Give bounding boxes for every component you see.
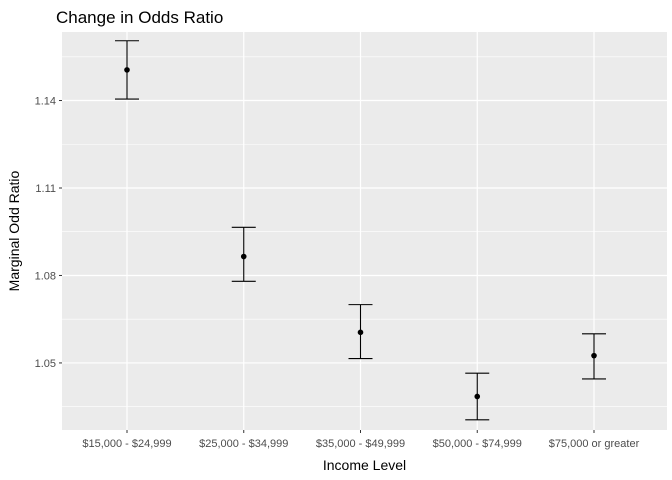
data-point [240, 253, 247, 260]
x-tick-label: $50,000 - $74,999 [433, 438, 522, 450]
data-point [357, 329, 364, 336]
data-point [591, 352, 597, 359]
chart-title: Change in Odds Ratio [56, 8, 223, 27]
data-points [124, 67, 597, 400]
y-axis: 1.05 1.08 1.11 1.14 [35, 96, 62, 370]
x-tick-label: $25,000 - $34,999 [199, 438, 288, 450]
y-axis-title: Marginal Odd Ratio [6, 170, 22, 291]
x-tick-label: $15,000 - $24,999 [82, 438, 171, 450]
x-axis-title: Income Level [323, 457, 406, 473]
x-tick-label: $35,000 - $49,999 [316, 438, 405, 450]
y-tick-label: 1.14 [35, 96, 56, 108]
minor-gridlines [62, 56, 667, 407]
data-point [474, 393, 481, 400]
y-tick-label: 1.11 [35, 183, 56, 195]
y-tick-label: 1.05 [35, 358, 56, 370]
plot-panel [62, 32, 667, 430]
y-tick-label: 1.08 [35, 270, 56, 282]
x-tick-label: $75,000 or greater [549, 438, 640, 450]
data-point [124, 67, 130, 73]
x-axis: $15,000 - $24,999 $25,000 - $34,999 $35,00… [82, 430, 640, 450]
